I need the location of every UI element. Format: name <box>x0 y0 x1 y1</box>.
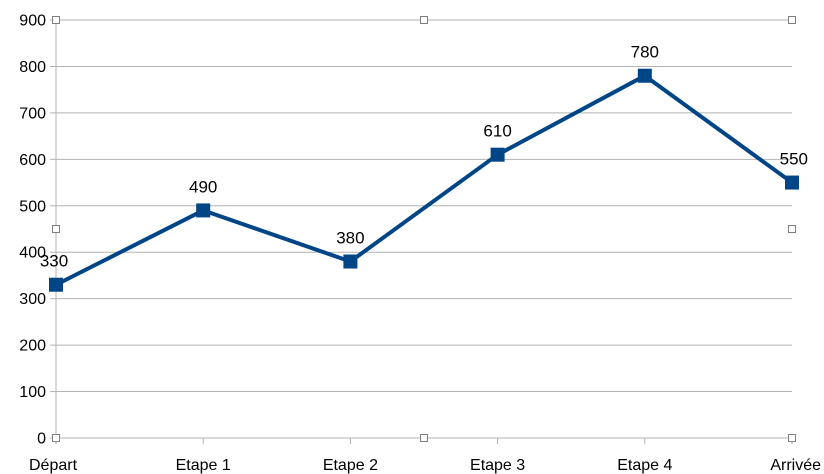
y-tick-label: 0 <box>37 431 46 448</box>
data-label: 550 <box>780 150 808 169</box>
x-tick-label: Etape 2 <box>323 457 378 474</box>
y-tick-label: 500 <box>19 198 46 215</box>
selection-handle[interactable] <box>420 16 428 24</box>
x-axis-tick-labels: Départ Etape 1 Etape 2 Etape 3 Etape 4 Arrivé… <box>29 457 821 474</box>
y-tick-label: 100 <box>19 384 46 401</box>
series-markers <box>49 68 799 292</box>
y-tick-label: 400 <box>19 245 46 262</box>
y-tick-label: 900 <box>19 13 46 30</box>
data-label: 330 <box>40 252 68 271</box>
data-labels: 330 490 380 610 780 550 <box>40 43 808 271</box>
selection-handle[interactable] <box>788 225 796 233</box>
data-label: 490 <box>189 177 217 196</box>
data-point-marker <box>785 175 799 190</box>
data-point-marker <box>637 68 652 83</box>
x-tick-label: Arrivée <box>770 457 821 474</box>
x-tick-label: Etape 1 <box>176 457 231 474</box>
data-point-marker <box>343 254 358 269</box>
y-axis-tick-labels: 0 100 200 300 400 500 600 700 800 900 <box>19 13 46 448</box>
x-tick-label: Départ <box>29 457 78 474</box>
x-tick-label: Etape 3 <box>470 457 525 474</box>
data-label: 780 <box>631 43 659 62</box>
data-point-marker <box>196 203 211 218</box>
selection-handle[interactable] <box>52 225 60 233</box>
data-label: 380 <box>336 229 364 248</box>
series-path <box>55 73 794 287</box>
y-tick-label: 300 <box>19 291 46 308</box>
selection-handle[interactable] <box>788 434 796 442</box>
series-line <box>55 73 794 287</box>
selection-handle[interactable] <box>420 434 428 442</box>
data-point-marker <box>49 277 63 292</box>
x-tick-label: Etape 4 <box>617 457 672 474</box>
selection-handles <box>52 16 796 442</box>
selection-handle[interactable] <box>788 16 796 24</box>
selection-handle[interactable] <box>52 16 60 24</box>
data-point-marker <box>490 147 505 162</box>
y-tick-label: 200 <box>19 338 46 355</box>
y-tick-label: 600 <box>19 152 46 169</box>
data-label: 610 <box>483 122 511 141</box>
y-tick-label: 800 <box>19 59 46 76</box>
y-tick-label: 700 <box>19 105 46 122</box>
selection-handle[interactable] <box>52 434 60 442</box>
